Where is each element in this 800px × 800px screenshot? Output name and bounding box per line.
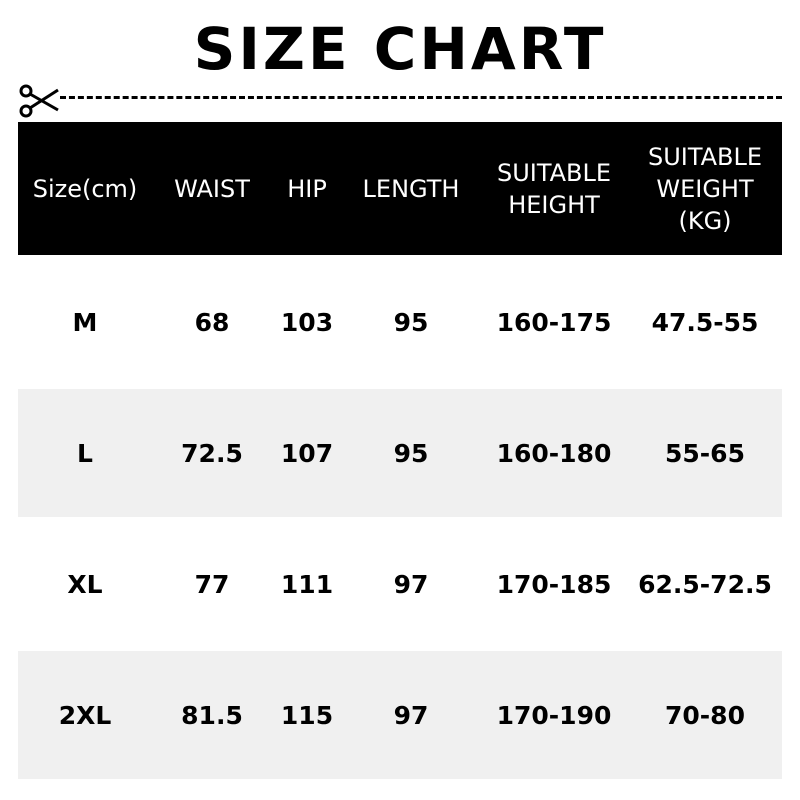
column-header: SUITABLE WEIGHT (KG) xyxy=(628,122,782,255)
header-row: Size(cm) WAIST HIP LENGTH SUITABLE HEIGHT SUIT… xyxy=(18,122,782,255)
table-cell: 115 xyxy=(272,651,342,779)
table-cell: 160-180 xyxy=(480,389,628,517)
column-header: HIP xyxy=(272,122,342,255)
table-cell: 107 xyxy=(272,389,342,517)
scissors-icon xyxy=(19,84,59,118)
table-cell: XL xyxy=(18,517,152,651)
column-header: Size(cm) xyxy=(18,122,152,255)
column-header: WAIST xyxy=(152,122,272,255)
table-cell: 97 xyxy=(342,517,480,651)
table-cell: 95 xyxy=(342,255,480,389)
table-cell: 62.5-72.5 xyxy=(628,517,782,651)
table-row: XL 77 111 97 170-185 62.5-72.5 xyxy=(18,517,782,651)
table-cell: 97 xyxy=(342,651,480,779)
table-cell: 103 xyxy=(272,255,342,389)
table-row: M 68 103 95 160-175 47.5-55 xyxy=(18,255,782,389)
cut-line xyxy=(18,84,782,118)
table-cell: 70-80 xyxy=(628,651,782,779)
table-cell: 55-65 xyxy=(628,389,782,517)
table-row: 2XL 81.5 115 97 170-190 70-80 xyxy=(18,651,782,779)
page-title: SIZE CHART xyxy=(193,15,607,83)
table-cell: 95 xyxy=(342,389,480,517)
table-cell: 68 xyxy=(152,255,272,389)
table-cell: 2XL xyxy=(18,651,152,779)
table-cell: 77 xyxy=(152,517,272,651)
table-cell: 81.5 xyxy=(152,651,272,779)
table-row: L 72.5 107 95 160-180 55-65 xyxy=(18,389,782,517)
table-cell: 47.5-55 xyxy=(628,255,782,389)
column-header: SUITABLE HEIGHT xyxy=(480,122,628,255)
table-cell: 72.5 xyxy=(152,389,272,517)
table-cell: 111 xyxy=(272,517,342,651)
dashed-line xyxy=(60,96,782,99)
column-header: LENGTH xyxy=(342,122,480,255)
table-cell: L xyxy=(18,389,152,517)
size-table: Size(cm) WAIST HIP LENGTH SUITABLE HEIGHT SUIT… xyxy=(18,122,782,779)
table-cell: 170-190 xyxy=(480,651,628,779)
table-cell: 160-175 xyxy=(480,255,628,389)
table-cell: M xyxy=(18,255,152,389)
table-cell: 170-185 xyxy=(480,517,628,651)
